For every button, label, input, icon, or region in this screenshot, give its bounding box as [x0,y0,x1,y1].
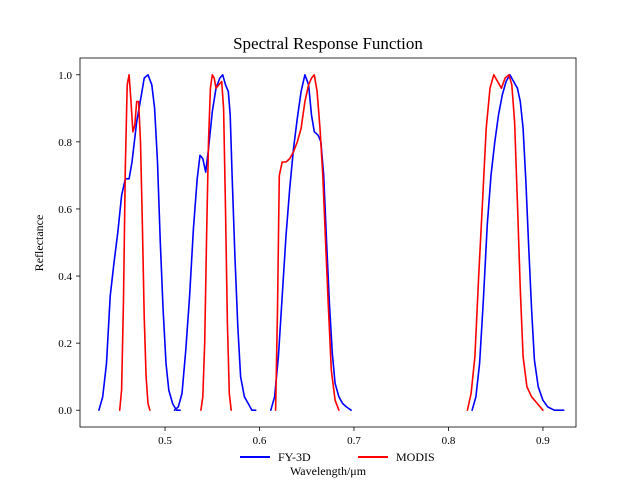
y-tick-label: 0.8 [58,137,72,149]
legend-label-modis: MODIS [396,450,435,464]
y-tick-label: 0.0 [58,405,72,417]
legend-label-fy3d: FY-3D [278,450,311,464]
series-line-fy3d-band-3 [270,74,352,411]
plot-frame [79,57,577,428]
chart-title: Spectral Response Function [233,34,423,53]
series-line-fy3d-band-4 [471,74,565,411]
x-tick-label: 0.6 [253,435,267,447]
x-tick-label: 0.7 [347,435,361,447]
series-layer [98,74,565,411]
y-tick-label: 0.4 [58,271,72,283]
legend: FY-3D MODIS [240,450,435,464]
series-line-fy3d-band-1 [98,74,181,411]
x-tick-label: 0.5 [158,435,172,447]
series-line-modis-band-4 [466,74,544,411]
y-tick-label: 0.6 [58,204,72,216]
y-tick-label: 1.0 [58,70,72,82]
series-line-modis-band-2 [200,74,232,411]
x-tick-label: 0.8 [442,435,456,447]
series-line-fy3d-band-2 [173,74,257,411]
series-line-modis-band-1 [118,74,151,411]
x-tick-label: 0.9 [536,435,550,447]
y-axis: 0.0 0.2 0.4 0.6 0.8 1.0 [58,70,80,417]
series-line-modis-band-3 [274,74,340,411]
x-axis: 0.5 0.6 0.7 0.8 0.9 [158,427,550,447]
x-axis-label: Wavelength/μm [290,464,367,478]
y-axis-label: Reflectance [32,215,46,272]
y-tick-label: 0.2 [58,338,72,350]
